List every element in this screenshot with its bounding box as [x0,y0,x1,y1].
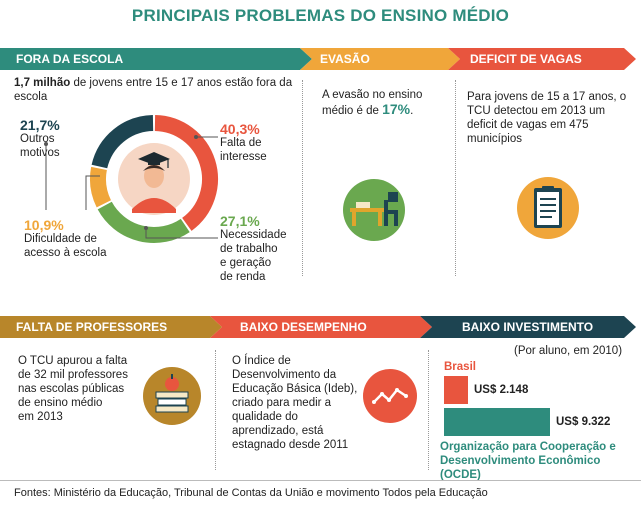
desempenho-line-7: estagnado desde 2011 [232,439,349,451]
donut-label-acesso: 10,9% Dificuldade de acesso à escola [24,218,106,260]
pct-trabalho: 27,1% [220,213,260,229]
student-icon [110,135,198,223]
deficit-line-2: TCU detectou em 2013 um [467,105,606,117]
label-interesse-2: interesse [220,151,267,163]
label-trabalho-4: de renda [220,271,266,283]
section-label-desempenho: BAIXO DESEMPENHO [240,320,367,334]
pct-interesse: 40,3% [220,121,260,137]
donut-slice-necessidade-trabalho [97,201,190,243]
investimento-subtitle: (Por aluno, em 2010) [514,345,623,357]
label-trabalho-3: e geração [220,257,272,269]
bar-brasil-value: US$ 2.148 [474,384,529,396]
evasao-value: 17% [382,101,411,117]
divider-4 [428,350,429,470]
donut-label-trabalho: 27,1% Necessidade de trabalho e geração … [220,214,286,284]
donut-slice-outros-motivos [91,115,154,169]
pct-outros: 21,7% [20,117,60,133]
deficit-text: Para jovens de 15 a 17 anos, o TCU detec… [467,90,626,146]
section-label-fora-da-escola: FORA DA ESCOLA [16,52,124,66]
bar-ocde-name-2: Desenvolvimento Econômico (OCDE) [440,455,601,481]
footer-divider [0,480,641,481]
deficit-line-3: deficit de vagas em 475 [467,119,589,131]
professores-line-1: O TCU apurou a falta [18,355,128,367]
label-outros-2: motivos [20,147,60,159]
bar-ocde [444,408,550,436]
divider-1 [302,80,303,276]
label-trabalho-2: de trabalho [220,243,278,255]
bar-brasil-name: Brasil [444,361,476,373]
pct-acesso: 10,9% [24,217,64,233]
donut-slice-falta-interesse [154,115,218,231]
professores-text: O TCU apurou a falta de 32 mil professor… [18,354,128,424]
donut-label-outros: 21,7% Outros motivos [20,118,60,160]
evasao-line-1: A evasão no ensino [322,89,423,101]
bar-ocde-value: US$ 9.322 [556,416,611,428]
donut-slice-dificuldade-acesso [90,166,112,208]
section-label-evasao: EVASÃO [320,52,370,66]
desempenho-line-1: O Índice de [232,355,291,367]
bar-ocde-name-1: Organização para Cooperação e [440,441,616,453]
page-title: PRINCIPAIS PROBLEMAS DO ENSINO MÉDIO [131,6,510,25]
books-apple-icon [143,367,201,425]
deficit-line-4: municípios [467,133,522,145]
desempenho-line-3: Educação Básica (Ideb), [232,383,358,395]
desempenho-line-6: aprendizado, está [232,425,324,437]
fora-intro: 1,7 milhão de jovens entre 15 e 17 anos … [14,76,304,104]
desk-icon [343,179,405,241]
clipboard-icon [517,177,579,239]
evasao-text: A evasão no ensino médio é de 17%. [322,88,422,118]
label-acesso-1: Dificuldade de [24,233,97,245]
deficit-line-1: Para jovens de 15 a 17 anos, o [467,91,627,103]
label-acesso-2: acesso à escola [24,247,107,259]
trend-chart-icon [363,369,417,423]
donut-label-interesse: 40,3% Falta de interesse [220,122,267,164]
professores-line-4: de ensino médio [18,397,103,409]
section-label-deficit: DEFICIT DE VAGAS [470,52,582,66]
footer-sources: Fontes: Ministério da Educação, Tribunal… [14,487,488,499]
evasao-end: . [410,105,414,117]
label-trabalho-1: Necessidade [220,229,287,241]
desempenho-line-4: criado para medir a [232,397,332,409]
divider-3 [215,350,216,470]
label-outros-1: Outros [20,133,55,145]
desempenho-line-2: Desenvolvimento da [232,369,337,381]
desempenho-line-5: qualidade do [232,411,298,423]
leader-lines [44,135,218,239]
section-label-professores: FALTA DE PROFESSORES [16,320,168,334]
bar-ocde-name: Organização para Cooperação e Desenvolvi… [440,440,641,482]
donut-chart [90,115,218,243]
top-band [0,48,636,70]
desempenho-text: O Índice de Desenvolvimento da Educação … [232,354,357,452]
evasao-line-2: médio é de [322,105,379,117]
section-label-investimento: BAIXO INVESTIMENTO [462,320,594,334]
professores-line-2: de 32 mil professores [18,369,128,381]
label-interesse-1: Falta de [220,137,262,149]
divider-2 [455,80,456,276]
professores-line-5: em 2013 [18,411,63,423]
fora-intro-rest: de jovens entre 15 e 17 anos estão fora … [14,77,293,103]
professores-line-3: nas escolas públicas [18,383,125,395]
bar-brasil [444,376,468,404]
fora-intro-bold: 1,7 milhão [14,77,71,89]
bottom-band [0,316,636,338]
